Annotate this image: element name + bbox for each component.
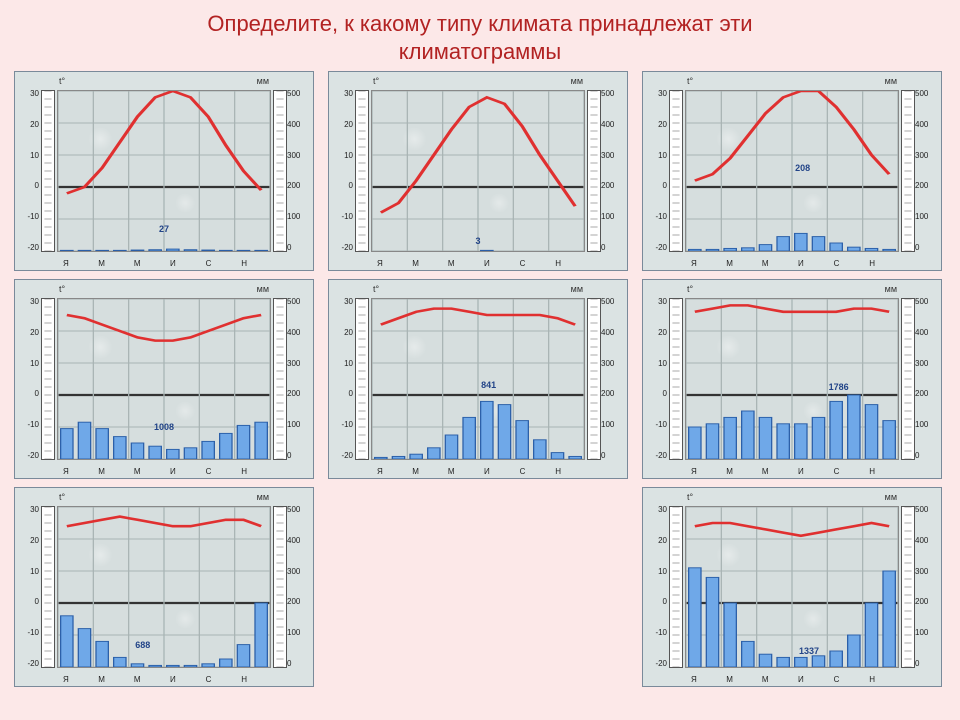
precip-axis-label: мм	[257, 284, 269, 294]
thermometer-left	[355, 298, 369, 460]
temp-axis-label: t°	[687, 492, 693, 502]
precip-axis-label: мм	[885, 284, 897, 294]
temp-axis-label: t°	[687, 284, 693, 294]
title-line2: климатограммы	[399, 39, 562, 64]
panel-8: t° мм 3020100-10-20 5004003002001000 1337 ЯММ…	[642, 487, 942, 687]
climograph-plot: 1008	[57, 298, 271, 460]
thermometer-left	[355, 90, 369, 252]
panel-5: t° мм 3020100-10-20 5004003002001000 1786 ЯММ…	[642, 279, 942, 479]
thermometer-right	[273, 90, 287, 252]
thermometer-right	[587, 90, 601, 252]
precip-ticks: 5004003002001000	[601, 90, 623, 252]
panel-1: t° мм 3020100-10-20 5004003002001000 3 ЯММИСН	[328, 71, 628, 271]
thermometer-right	[901, 90, 915, 252]
month-labels: ЯММИСН	[57, 259, 271, 268]
thermometer-right	[273, 506, 287, 668]
temp-axis-label: t°	[59, 492, 65, 502]
precip-ticks: 5004003002001000	[915, 90, 937, 252]
precip-axis-label: мм	[571, 284, 583, 294]
temp-ticks: 3020100-10-20	[19, 298, 39, 460]
precip-axis-label: мм	[885, 76, 897, 86]
month-labels: ЯММИСН	[371, 467, 585, 476]
precip-ticks: 5004003002001000	[287, 506, 309, 668]
climograph-plot: 27	[57, 90, 271, 252]
precip-ticks: 5004003002001000	[601, 298, 623, 460]
precip-axis-label: мм	[257, 492, 269, 502]
temp-ticks: 3020100-10-20	[19, 90, 39, 252]
precip-axis-label: мм	[885, 492, 897, 502]
precip-ticks: 5004003002001000	[915, 298, 937, 460]
temp-axis-label: t°	[373, 76, 379, 86]
thermometer-left	[41, 298, 55, 460]
thermometer-right	[273, 298, 287, 460]
temp-ticks: 3020100-10-20	[647, 506, 667, 668]
climograph-plot: 1786	[685, 298, 899, 460]
temp-axis-label: t°	[59, 284, 65, 294]
climograph-plot: 3	[371, 90, 585, 252]
month-labels: ЯММИСН	[685, 467, 899, 476]
precip-axis-label: мм	[257, 76, 269, 86]
month-labels: ЯММИСН	[685, 675, 899, 684]
climograph-plot: 208	[685, 90, 899, 252]
temp-ticks: 3020100-10-20	[333, 298, 353, 460]
temp-axis-label: t°	[687, 76, 693, 86]
month-labels: ЯММИСН	[57, 675, 271, 684]
thermometer-left	[669, 298, 683, 460]
thermometer-left	[669, 90, 683, 252]
precip-ticks: 5004003002001000	[287, 298, 309, 460]
thermometer-right	[901, 298, 915, 460]
panel-2: t° мм 3020100-10-20 5004003002001000 208 ЯММИ…	[642, 71, 942, 271]
climograph-plot: 1337	[685, 506, 899, 668]
thermometer-left	[41, 90, 55, 252]
chart-grid: t° мм 3020100-10-20 5004003002001000 27 ЯММИС…	[0, 71, 960, 697]
month-labels: ЯММИСН	[371, 259, 585, 268]
thermometer-left	[41, 506, 55, 668]
panel-0: t° мм 3020100-10-20 5004003002001000 27 ЯММИС…	[14, 71, 314, 271]
precip-ticks: 5004003002001000	[287, 90, 309, 252]
panel-4: t° мм 3020100-10-20 5004003002001000 841 ЯММИ…	[328, 279, 628, 479]
temp-ticks: 3020100-10-20	[333, 90, 353, 252]
climograph-plot: 688	[57, 506, 271, 668]
month-labels: ЯММИСН	[57, 467, 271, 476]
temp-ticks: 3020100-10-20	[647, 298, 667, 460]
temp-ticks: 3020100-10-20	[19, 506, 39, 668]
thermometer-right	[901, 506, 915, 668]
thermometer-left	[669, 506, 683, 668]
thermometer-right	[587, 298, 601, 460]
panel-6: t° мм 3020100-10-20 5004003002001000 688 ЯММИ…	[14, 487, 314, 687]
temp-axis-label: t°	[59, 76, 65, 86]
precip-axis-label: мм	[571, 76, 583, 86]
precip-ticks: 5004003002001000	[915, 506, 937, 668]
temp-axis-label: t°	[373, 284, 379, 294]
temp-ticks: 3020100-10-20	[647, 90, 667, 252]
page-title: Определите, к какому типу климата принад…	[0, 0, 960, 71]
month-labels: ЯММИСН	[685, 259, 899, 268]
climograph-plot: 841	[371, 298, 585, 460]
panel-3: t° мм 3020100-10-20 5004003002001000 1008 ЯММ…	[14, 279, 314, 479]
title-line1: Определите, к какому типу климата принад…	[207, 11, 752, 36]
